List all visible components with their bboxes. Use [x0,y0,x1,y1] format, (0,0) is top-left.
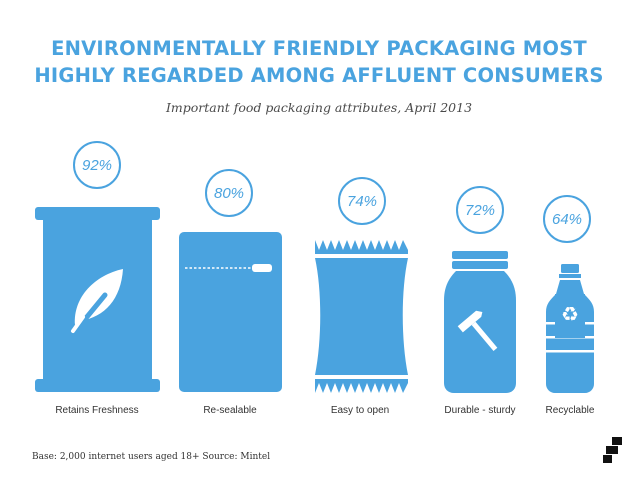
chart-title-line-2: HIGHLY REGARDED AMONG AFFLUENT CONSUMERS [34,64,604,87]
chart-title-line-1: ENVIRONMENTALLY FRIENDLY PACKAGING MOST [51,37,587,60]
category-label-re-sealable: Re-sealable [203,405,257,416]
value-label-retains-freshness: 92% [73,141,121,189]
value-label-re-sealable: 80% [205,169,253,217]
category-label-recyclable: Recyclable [545,405,595,416]
category-label-durable-sturdy: Durable - sturdy [444,405,516,416]
brand-logo-icon [603,437,622,463]
category-label-easy-to-open: Easy to open [330,405,390,416]
source-footnote: Base: 2,000 internet users aged 18+ Sour… [32,452,271,462]
value-label-easy-to-open: 74% [338,177,386,225]
bottle-with-recycle-icon: ♻ [546,264,594,393]
chart-subtitle: Important food packaging attributes, Apr… [165,100,473,115]
value-label-durable-sturdy: 72% [456,186,504,234]
can-with-leaf-icon [35,207,160,392]
category-label-retains-freshness: Retains Freshness [55,405,139,416]
zip-pouch-icon [179,232,282,392]
value-label-recyclable: 64% [543,195,591,243]
svg-text:♻: ♻ [561,302,579,326]
snack-bag-icon [315,240,408,393]
jar-with-hammer-icon [444,251,516,393]
